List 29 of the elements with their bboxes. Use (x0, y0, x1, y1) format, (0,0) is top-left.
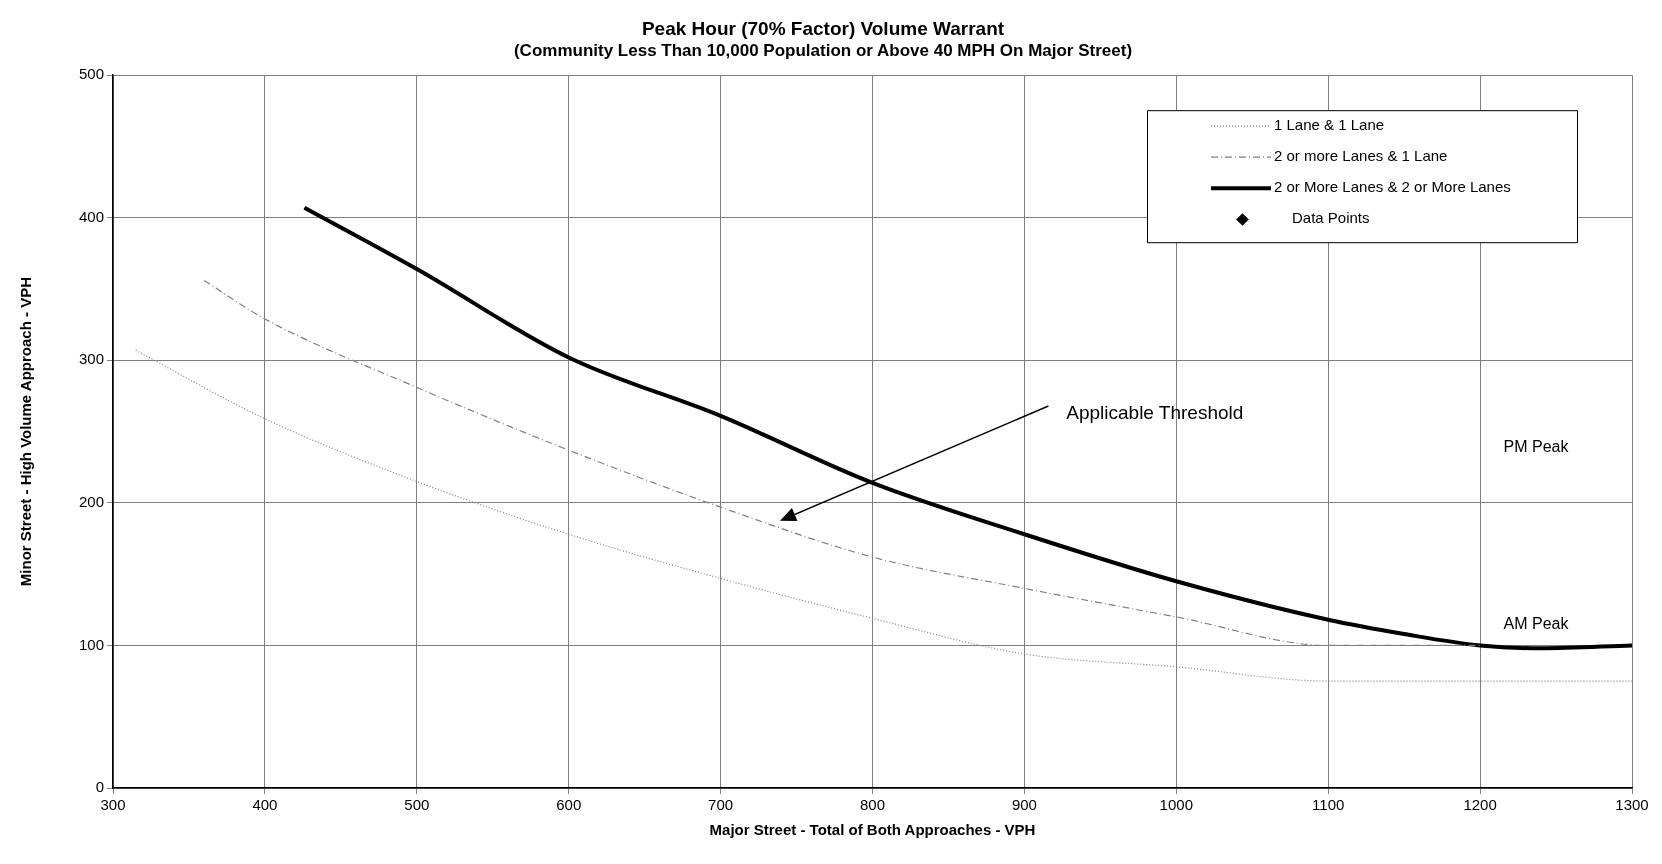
y-tick-label: 400 (79, 207, 105, 225)
x-tick-label: 400 (252, 796, 278, 814)
y-tick-label: 300 (79, 350, 105, 368)
x-tick-label: 300 (100, 796, 126, 814)
legend-label: 2 or more Lanes & 1 Lane (1274, 147, 1448, 165)
x-tick-label: 1100 (1312, 796, 1345, 814)
y-tick-label: 500 (79, 65, 105, 83)
y-tick-label: 0 (95, 778, 105, 796)
x-tick-label: 600 (556, 796, 582, 814)
x-tick-label: 500 (404, 796, 430, 814)
x-tick-label: 700 (708, 796, 734, 814)
x-tick-label: 900 (1011, 796, 1037, 814)
x-tick-label: 1300 (1615, 796, 1649, 814)
y-tick-label: 200 (79, 493, 105, 511)
y-tick-label: 100 (79, 635, 105, 653)
annotation: Applicable Threshold (1066, 402, 1244, 424)
line-series (302, 205, 1632, 651)
x-tick-label: 1000 (1159, 796, 1193, 814)
annotation: AM Peak (1503, 615, 1570, 633)
legend-label: 2 or More Lanes & 2 or More Lanes (1274, 178, 1511, 196)
chart-subtitle: (Community Less Than 10,000 Population or Above 40 MPH On Major Street) (513, 40, 1133, 60)
x-tick-label: 1200 (1463, 796, 1497, 814)
y-axis-title: Minor Street - High Volume Approach - VPH (17, 277, 35, 587)
legend-label: 1 Lane & 1 Lane (1274, 116, 1385, 134)
x-axis-title: Major Street - Total of Both Approaches - VPH (709, 821, 1036, 839)
chart-title: Peak Hour (70% Factor) Volume Warrant (641, 17, 1005, 39)
annotation: PM Peak (1503, 438, 1570, 456)
legend-label: Data Points (1292, 209, 1370, 227)
x-tick-label: 800 (860, 796, 886, 814)
